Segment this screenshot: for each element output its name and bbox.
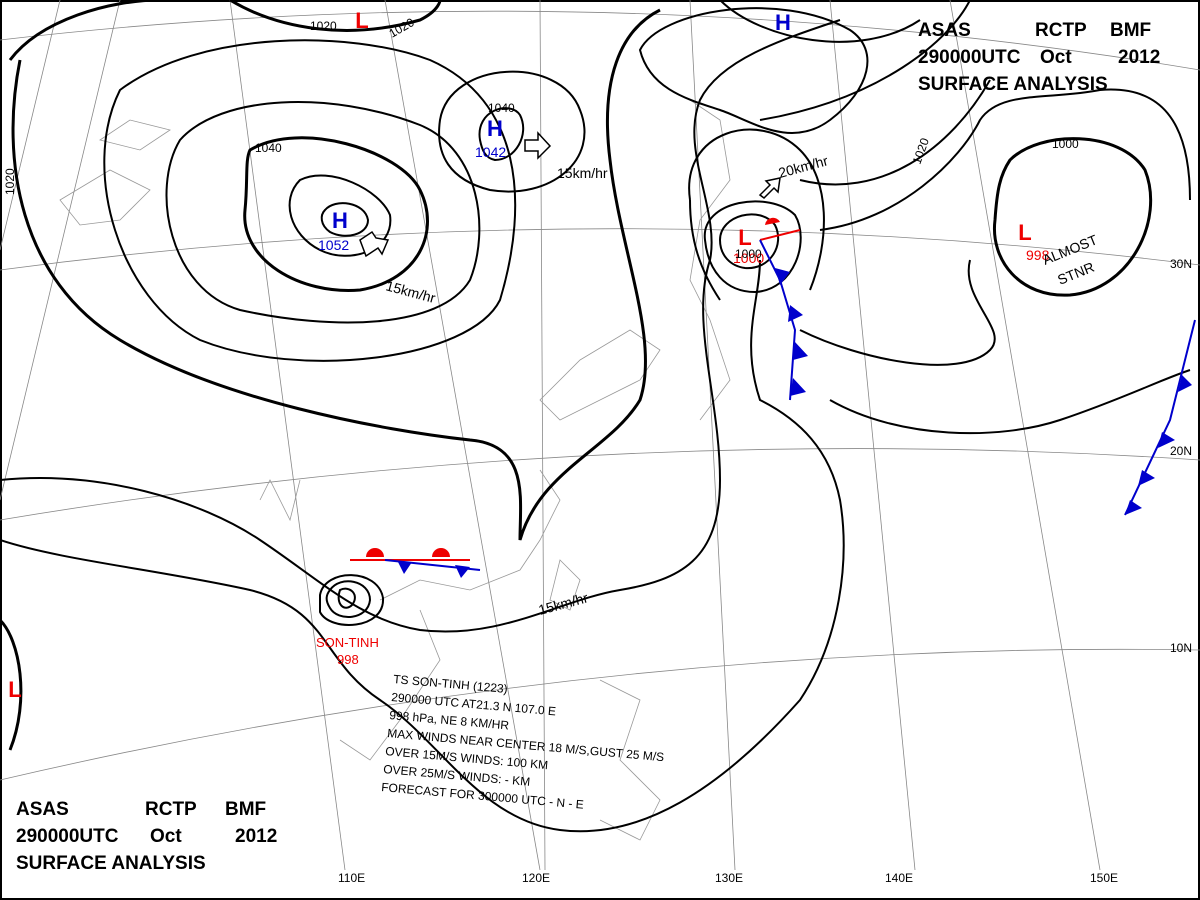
header-text: RCTP [145, 799, 197, 820]
storm-name: SON-TINH [316, 635, 379, 650]
header-text: SURFACE ANALYSIS [16, 853, 206, 874]
isobar-label: 1000 [1052, 137, 1079, 151]
header-text: 290000UTC [918, 47, 1021, 68]
center-pressure: 1000 [733, 250, 764, 266]
latitude-label: 20N [1170, 444, 1192, 458]
header-text: BMF [1110, 20, 1151, 41]
latitude-label: 10N [1170, 641, 1192, 655]
center-letter: L [8, 677, 21, 702]
longitude-label: 150E [1090, 871, 1118, 885]
header-text: 2012 [235, 826, 277, 847]
center-pressure: 1052 [318, 237, 349, 253]
center-letter: H [332, 208, 348, 233]
isobars [0, 0, 1191, 833]
isobar-label: 1000 [735, 247, 762, 261]
header-text: ASAS [16, 799, 69, 820]
header-text: Oct [150, 826, 182, 847]
header-text: 290000UTC [16, 826, 119, 847]
header-text: BMF [225, 799, 266, 820]
center-pressure: 998 [1026, 247, 1050, 263]
latitude-label: 30N [1170, 257, 1192, 271]
storm-pressure: 998 [337, 652, 359, 667]
motion-label: 15km/hr [557, 165, 608, 181]
longitude-label: 130E [715, 871, 743, 885]
motion-arrows [359, 131, 781, 258]
center-letter: L [1018, 220, 1031, 245]
coastlines [59, 99, 731, 841]
header-text: RCTP [1035, 20, 1087, 41]
longitude-label: 140E [885, 871, 913, 885]
isobar-label: 1040 [255, 141, 282, 155]
center-letter: H [487, 116, 503, 141]
longitude-label: 110E [338, 871, 365, 885]
header-text: ASAS [918, 20, 971, 41]
isobar-label: 1020 [310, 19, 337, 33]
isobar-label: 1040 [488, 101, 515, 115]
header-text: Oct [1040, 47, 1072, 68]
header-text: 2012 [1118, 47, 1160, 68]
isobar-label: 1020 [3, 168, 17, 195]
fronts [350, 217, 1196, 578]
center-pressure: 1042 [475, 144, 506, 160]
center-letter: L [738, 225, 751, 250]
header-text: SURFACE ANALYSIS [918, 74, 1108, 95]
center-letter: L [355, 8, 368, 33]
longitude-label: 120E [522, 871, 550, 885]
graticule [0, 0, 1200, 871]
center-letter: H [775, 10, 791, 35]
